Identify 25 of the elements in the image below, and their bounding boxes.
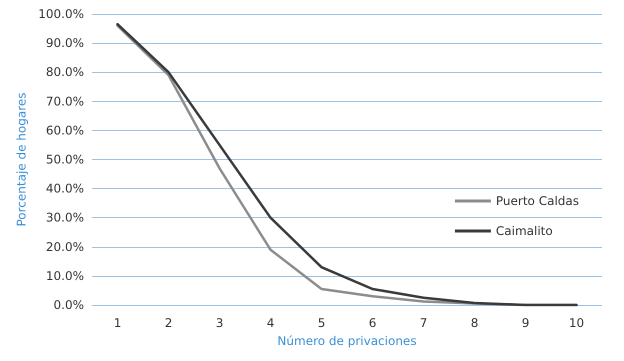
x-tick-label: 2 <box>164 316 172 330</box>
x-tick-label: 5 <box>318 316 326 330</box>
y-tick-label: 30.0% <box>46 210 84 225</box>
x-tick-label: 3 <box>216 316 224 330</box>
y-tick-label: 80.0% <box>46 65 84 80</box>
x-tick-label: 10 <box>568 316 584 330</box>
x-tick-label: 1 <box>114 316 122 330</box>
x-tick-label: 6 <box>368 316 376 330</box>
y-tick-label: 40.0% <box>46 182 84 196</box>
y-tick-label: 20.0% <box>46 240 84 254</box>
y-tick-label: 50.0% <box>46 152 84 166</box>
y-tick-label: 70.0% <box>46 94 84 108</box>
y-tick-label: 60.0% <box>46 123 84 138</box>
y-tick-label: 100.0% <box>38 7 84 21</box>
x-axis-title: Número de privaciones <box>277 334 417 348</box>
legend-label: Puerto Caldas <box>496 194 580 208</box>
legend-label: Caimalito <box>496 224 553 238</box>
x-tick-label: 7 <box>420 316 428 330</box>
x-tick-label: 9 <box>522 316 530 330</box>
y-tick-label: 90.0% <box>46 36 84 50</box>
y-tick-label: 10.0% <box>46 268 84 283</box>
x-tick-label: 8 <box>470 316 478 330</box>
y-axis-title: Porcentaje de hogares <box>14 92 28 227</box>
x-tick-label: 4 <box>266 316 274 330</box>
y-tick-label: 0.0% <box>54 298 84 312</box>
